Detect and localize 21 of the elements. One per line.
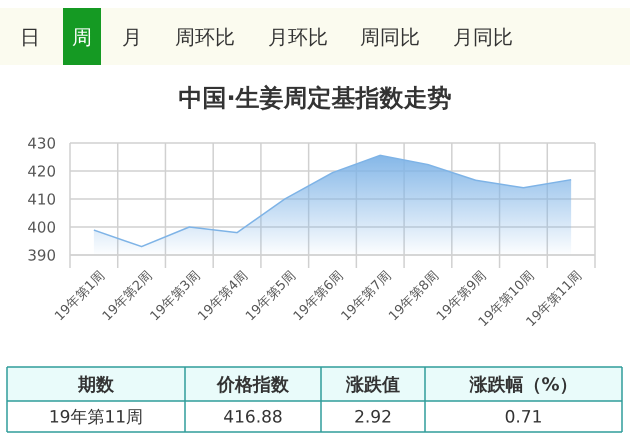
text: 月 [122, 25, 142, 49]
text: 19年第11周 [48, 407, 144, 428]
y-tick-label: 430 [27, 134, 56, 152]
text: 月同比 [453, 25, 513, 49]
text: 日 [20, 25, 40, 49]
text: 涨跌幅（%） [468, 374, 578, 396]
y-tick-label: 420 [27, 162, 56, 180]
y-tick-label: 410 [27, 190, 56, 208]
text: 涨跌值 [345, 374, 400, 396]
chart-title: 中国·生姜周定基指数走势 [178, 84, 452, 112]
text: 月环比 [268, 25, 328, 49]
text: 周环比 [175, 25, 235, 49]
text: 期数 [77, 374, 115, 396]
text: 价格指数 [216, 374, 290, 396]
text: 周同比 [360, 25, 420, 49]
text: 0.71 [504, 407, 542, 428]
text: 416.88 [223, 407, 283, 428]
y-tick-label: 400 [27, 218, 56, 236]
y-tick-label: 390 [27, 246, 56, 264]
text: 2.92 [354, 407, 392, 428]
text: 周 [72, 25, 92, 49]
